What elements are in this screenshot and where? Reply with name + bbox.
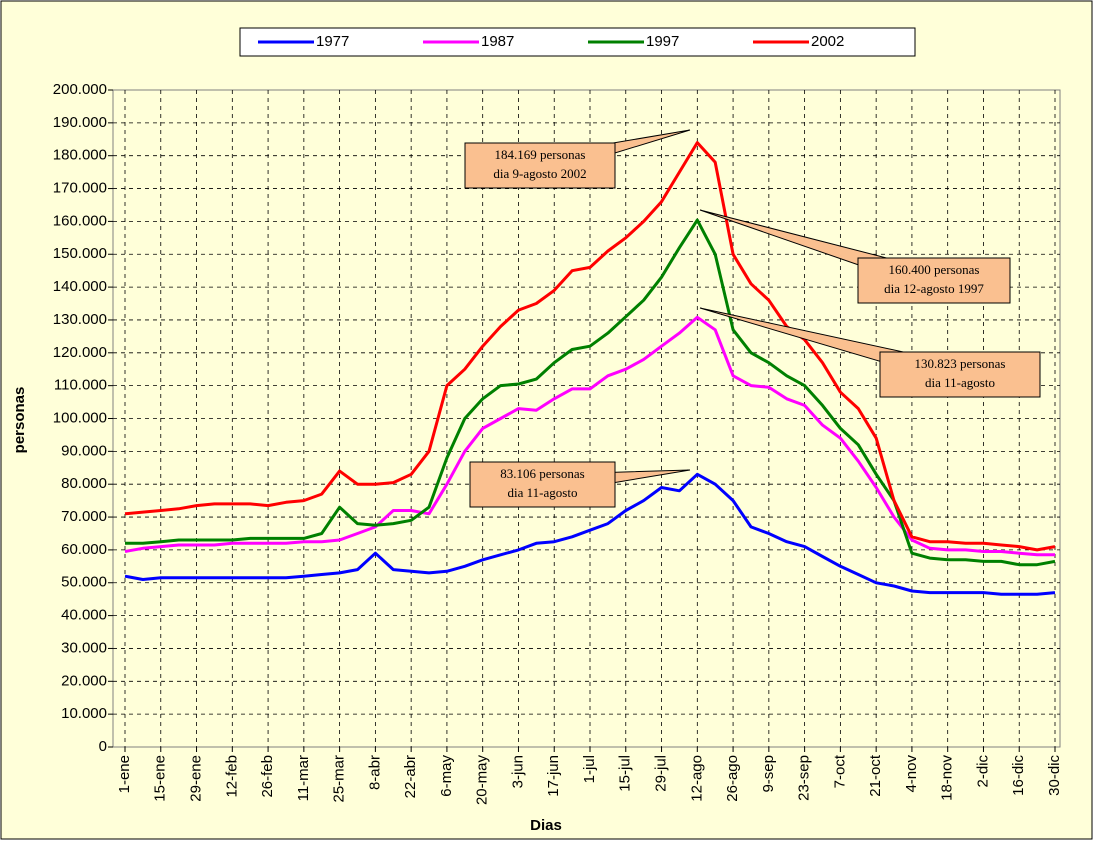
callout-box — [469, 461, 616, 508]
callout-text: dia 12-agosto 1997 — [884, 281, 984, 296]
callout-text: 83.106 personas — [500, 466, 585, 481]
x-tick-label: 25-mar — [331, 755, 348, 803]
data-line — [124, 315, 1055, 557]
x-tick-label: 23-sep — [796, 755, 813, 801]
x-tick-label: 1-jul — [581, 755, 598, 783]
y-tick-label: 130.000 — [53, 311, 107, 328]
y-tick-label: 150.000 — [53, 245, 107, 262]
callout-text: dia 9-agosto 2002 — [493, 166, 586, 181]
legend-label: 2002 — [811, 33, 844, 50]
x-tick-label: 21-oct — [867, 754, 884, 797]
x-tick-label: 2-dic — [974, 755, 991, 788]
y-tick-label: 100.000 — [53, 409, 107, 426]
y-tick-label: 180.000 — [53, 147, 107, 164]
x-tick-label: 30-dic — [1046, 755, 1063, 796]
y-tick-label: 10.000 — [61, 705, 107, 722]
legend-label: 1997 — [646, 33, 679, 50]
x-tick-label: 16-dic — [1010, 755, 1027, 796]
x-tick-label: 15-jul — [617, 755, 634, 792]
y-tick-label: 30.000 — [61, 639, 107, 656]
callout-text: dia 11-agosto — [508, 485, 578, 500]
y-tick-label: 110.000 — [54, 377, 107, 394]
y-tick-label: 90.000 — [61, 442, 107, 459]
x-tick-label: 20-may — [474, 755, 491, 806]
x-tick-label: 4-nov — [903, 755, 920, 793]
data-line — [125, 218, 1056, 567]
x-tick-label: 1-ene — [116, 755, 133, 793]
x-tick-label: 17-jun — [545, 755, 562, 797]
legend-label: 1977 — [316, 33, 349, 50]
x-tick-label: 9-sep — [760, 755, 777, 793]
callout-box — [857, 257, 1011, 304]
y-tick-label: 170.000 — [53, 180, 107, 197]
x-tick-label: 11-mar — [295, 755, 312, 801]
y-tick-label: 0 — [99, 738, 107, 755]
x-tick-label: 3-jun — [509, 755, 526, 788]
y-tick-label: 140.000 — [53, 278, 107, 295]
y-tick-label: 50.000 — [61, 574, 107, 591]
y-axis-label: personas — [11, 387, 28, 454]
x-tick-label: 29-ene — [188, 755, 205, 802]
y-tick-label: 80.000 — [61, 475, 107, 492]
callout-text: dia 11-agosto — [925, 375, 995, 390]
callout-box — [464, 142, 616, 189]
x-tick-label: 15-ene — [152, 755, 169, 802]
data-line — [124, 141, 1056, 552]
x-tick-label: 18-nov — [939, 755, 956, 801]
callout-text: 184.169 personas — [495, 147, 586, 162]
y-tick-label: 70.000 — [61, 508, 107, 525]
x-tick-label: 22-abr — [402, 755, 419, 798]
y-tick-label: 190.000 — [53, 114, 107, 131]
y-tick-label: 120.000 — [53, 344, 107, 361]
x-tick-label: 8-abr — [366, 755, 383, 790]
x-tick-label: 29-jul — [653, 755, 670, 792]
data-line — [124, 472, 1056, 596]
x-tick-label: 6-may — [438, 755, 455, 797]
y-tick-label: 200.000 — [53, 81, 107, 98]
x-tick-label: 12-ago — [688, 755, 705, 802]
x-tick-label: 26-feb — [259, 755, 276, 798]
y-tick-label: 20.000 — [61, 672, 107, 689]
y-tick-label: 160.000 — [53, 212, 107, 229]
callout-text: 160.400 personas — [889, 262, 980, 277]
x-tick-label: 12-feb — [223, 755, 240, 798]
x-tick-label: 7-oct — [831, 754, 848, 788]
legend-label: 1987 — [481, 33, 514, 50]
x-tick-label: 26-ago — [724, 755, 741, 802]
y-tick-label: 40.000 — [61, 607, 107, 624]
callout-box — [879, 351, 1041, 398]
y-tick-label: 60.000 — [61, 541, 107, 558]
x-axis-label: Dias — [530, 817, 562, 834]
callout-text: 130.823 personas — [915, 356, 1006, 371]
